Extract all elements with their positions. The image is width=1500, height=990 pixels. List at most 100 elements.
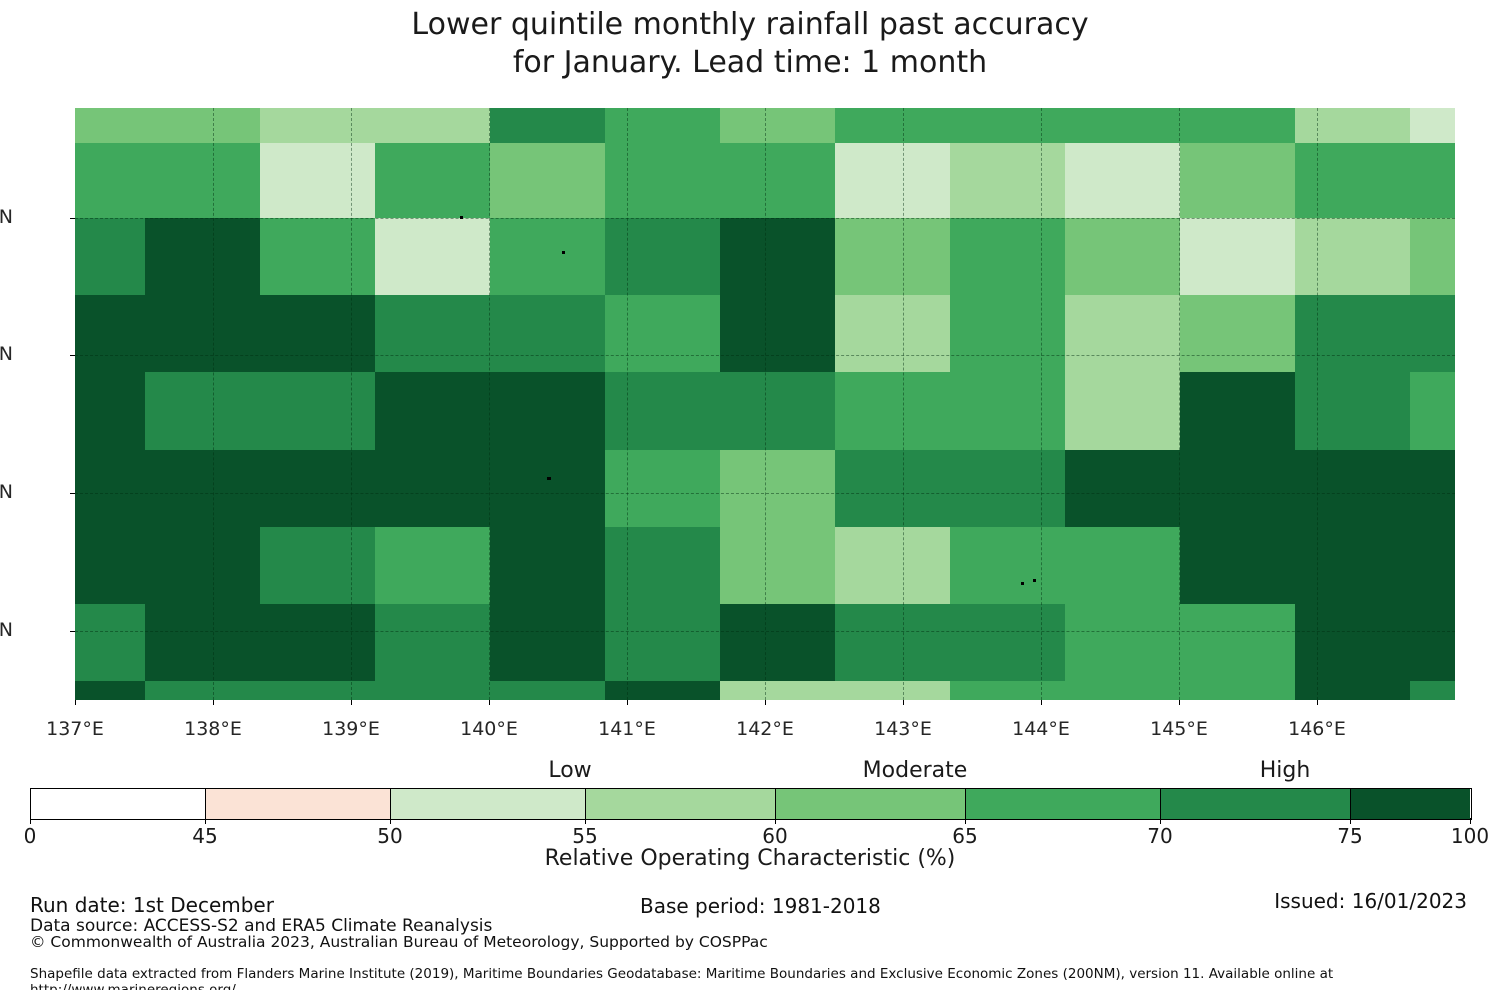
- y-axis-tick: [70, 493, 75, 494]
- heatmap-cell: [950, 108, 1065, 143]
- y-axis-tick: [70, 631, 75, 632]
- colorbar-category-label: Moderate: [862, 758, 968, 783]
- heatmap-cell: [1295, 218, 1410, 295]
- chart-title-line2: for January. Lead time: 1 month: [512, 45, 988, 80]
- y-axis-tick-label: 8°N: [0, 481, 13, 503]
- heatmap-cell: [375, 218, 490, 295]
- heatmap-cell: [950, 527, 1065, 604]
- heatmap-cell: [490, 295, 605, 372]
- colorbar-tick-label: 60: [762, 824, 788, 848]
- heatmap-cell: [260, 108, 375, 143]
- heatmap-cell: [375, 527, 490, 604]
- copyright-text: © Commonwealth of Australia 2023, Austra…: [30, 933, 768, 951]
- heatmap-cell: [950, 604, 1065, 681]
- heatmap-cell: [720, 450, 835, 527]
- heatmap-cell: [1295, 372, 1410, 450]
- heatmap-cell: [1295, 604, 1410, 681]
- x-axis-tick-label: 143°E: [874, 718, 932, 740]
- heatmap-cell: [490, 372, 605, 450]
- longitude-gridline: [1179, 108, 1180, 700]
- heatmap-cell: [720, 295, 835, 372]
- heatmap-cell: [1410, 450, 1455, 527]
- colorbar-category-label: High: [1259, 758, 1311, 783]
- heatmap-cell: [375, 295, 490, 372]
- x-axis-tick-label: 145°E: [1150, 718, 1208, 740]
- heatmap-cell: [605, 218, 720, 295]
- heatmap-cell: [605, 143, 720, 218]
- heatmap-cell: [1065, 527, 1180, 604]
- heatmap-cell: [1065, 681, 1180, 700]
- colorbar-segment: [390, 789, 585, 819]
- heatmap-cell: [720, 604, 835, 681]
- colorbar-tick: [1350, 818, 1351, 824]
- small-island-mark: [1021, 582, 1024, 585]
- heatmap-cell: [75, 295, 145, 372]
- x-axis-tick-label: 140°E: [460, 718, 518, 740]
- heatmap-cell: [1295, 681, 1410, 700]
- heatmap-cell: [1065, 372, 1180, 450]
- heatmap-cell: [1410, 372, 1455, 450]
- colorbar-tick-label: 55: [572, 824, 598, 848]
- heatmap-cell: [75, 450, 145, 527]
- heatmap-cell: [835, 527, 950, 604]
- heatmap-cell: [1295, 295, 1410, 372]
- small-island-mark: [460, 216, 463, 219]
- longitude-gridline: [351, 108, 352, 700]
- heatmap-cell: [260, 372, 375, 450]
- heatmap-cell: [145, 372, 260, 450]
- colorbar-segment: [585, 789, 775, 819]
- heatmap-cell: [1180, 218, 1295, 295]
- colorbar-tick: [30, 818, 31, 824]
- heatmap-cell: [1410, 527, 1455, 604]
- heatmap-cell: [1065, 450, 1180, 527]
- heatmap-cell: [260, 295, 375, 372]
- heatmap-cell: [375, 143, 490, 218]
- heatmap-cell: [490, 604, 605, 681]
- heatmap-cell: [75, 372, 145, 450]
- colorbar-segment: [1350, 789, 1470, 819]
- y-axis-tick-label: 10°N: [0, 206, 13, 228]
- colorbar-tick-label: 50: [377, 824, 403, 848]
- x-axis-tick-label: 144°E: [1012, 718, 1070, 740]
- heatmap-cell: [720, 218, 835, 295]
- colorbar-segment: [775, 789, 965, 819]
- heatmap-cell: [145, 143, 260, 218]
- x-axis-tick-label: 146°E: [1288, 718, 1346, 740]
- heatmap-cell: [835, 450, 950, 527]
- heatmap-cell: [1295, 450, 1410, 527]
- heatmap-cell: [1065, 218, 1180, 295]
- x-axis-tick: [213, 700, 214, 705]
- heatmap-cell: [835, 143, 950, 218]
- x-axis-tick: [765, 700, 766, 705]
- heatmap-cell: [260, 681, 375, 700]
- latitude-gridline: [75, 631, 1455, 632]
- heatmap-cell: [720, 681, 835, 700]
- longitude-gridline: [1041, 108, 1042, 700]
- colorbar-tick: [775, 818, 776, 824]
- heatmap-cell: [720, 143, 835, 218]
- heatmap-cell: [375, 108, 490, 143]
- heatmap-cell: [1180, 372, 1295, 450]
- heatmap-cell: [1180, 527, 1295, 604]
- heatmap-cell: [1410, 681, 1455, 700]
- y-axis-tick: [70, 355, 75, 356]
- base-period-text: Base period: 1981-2018: [640, 894, 881, 918]
- heatmap-cell: [490, 108, 605, 143]
- colorbar-tick-label: 45: [192, 824, 218, 848]
- heatmap-cell: [1065, 295, 1180, 372]
- x-axis-tick: [75, 700, 76, 705]
- colorbar-category-label: Low: [548, 758, 592, 783]
- colorbar-segment: [965, 789, 1160, 819]
- longitude-gridline: [213, 108, 214, 700]
- heatmap-cell: [1410, 108, 1455, 143]
- heatmap-cell: [720, 372, 835, 450]
- heatmap-cell: [145, 604, 260, 681]
- y-axis-tick-label: 9°N: [0, 343, 13, 365]
- heatmap-cell: [1180, 681, 1295, 700]
- heatmap-cell: [1065, 604, 1180, 681]
- data-source-text: Data source: ACCESS-S2 and ERA5 Climate …: [30, 916, 493, 936]
- x-axis-tick: [627, 700, 628, 705]
- longitude-gridline: [765, 108, 766, 700]
- colorbar-tick: [1470, 818, 1471, 824]
